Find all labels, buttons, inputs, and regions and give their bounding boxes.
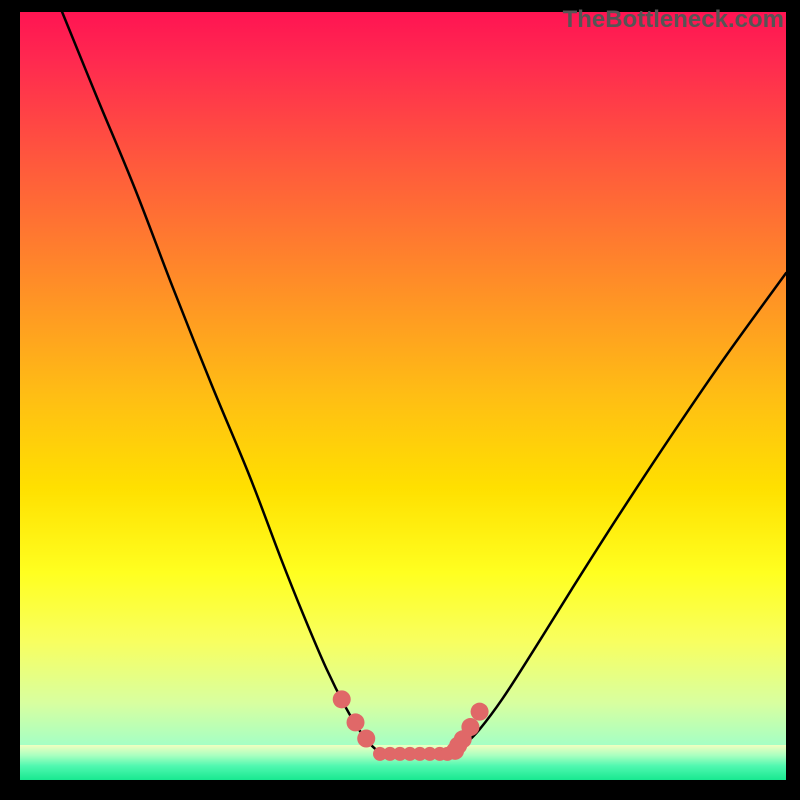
curve-right (453, 273, 786, 752)
marker-point (461, 718, 479, 736)
marker-group (333, 690, 489, 761)
watermark-text: TheBottleneck.com (563, 6, 784, 34)
chart-svg (20, 12, 786, 780)
marker-point (333, 690, 351, 708)
marker-point (347, 713, 365, 731)
curve-left (62, 12, 380, 752)
plot-area (20, 12, 786, 780)
marker-point (471, 703, 489, 721)
marker-point (357, 730, 375, 748)
